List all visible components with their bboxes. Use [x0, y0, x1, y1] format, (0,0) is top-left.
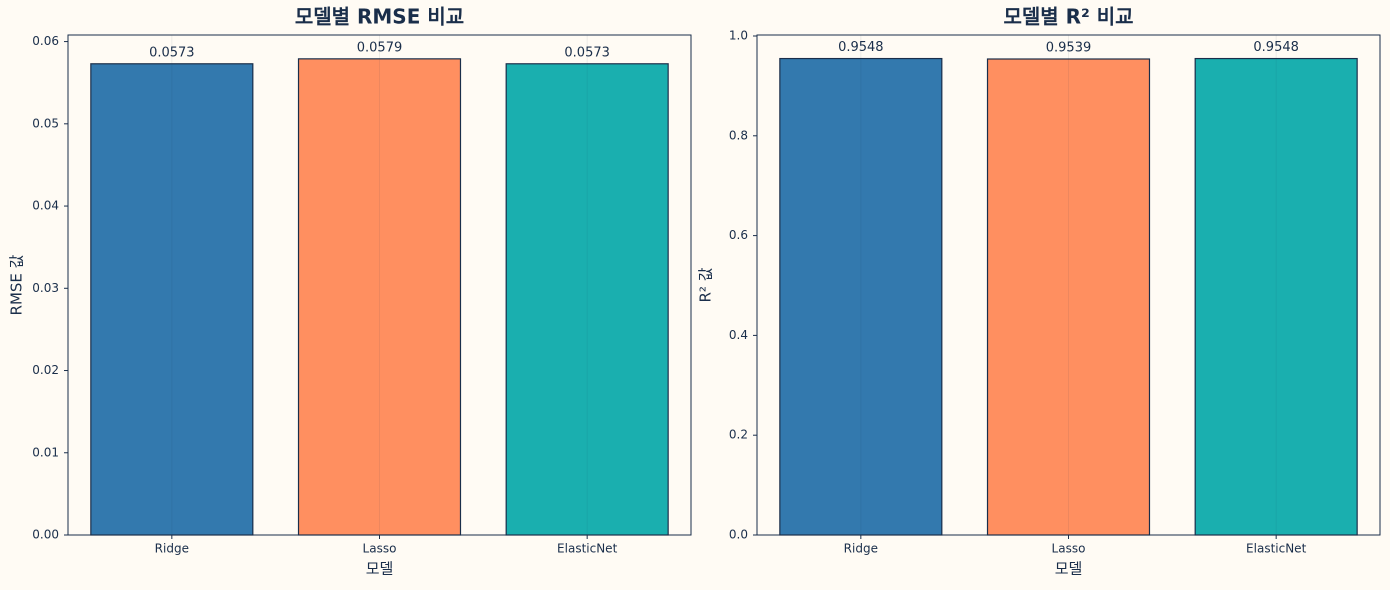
- y-tick-label: 0.02: [32, 363, 59, 377]
- y-tick-label: 0.04: [32, 199, 59, 213]
- chart-title: 모델별 RMSE 비교: [295, 5, 464, 29]
- y-axis-label: R² 값: [697, 267, 715, 302]
- x-tick-label: ElasticNet: [557, 542, 618, 556]
- y-tick-label: 0.03: [32, 281, 59, 295]
- bar: [1194, 57, 1358, 536]
- x-axis-label: 모델: [1055, 560, 1083, 578]
- bar: [779, 57, 943, 536]
- y-tick-label: 1.0: [729, 28, 748, 42]
- y-tick-label: 0.00: [32, 528, 59, 542]
- value-label: 0.9548: [838, 40, 884, 55]
- value-label: 0.0573: [564, 45, 610, 60]
- bar: [986, 58, 1151, 536]
- y-tick-label: 0.01: [32, 445, 59, 459]
- value-label: 0.9548: [1253, 40, 1299, 55]
- y-tick-label: 0.2: [729, 428, 748, 442]
- chart-title: 모델별 R² 비교: [1003, 5, 1133, 29]
- x-tick-label: Ridge: [155, 542, 189, 556]
- y-axis-label: RMSE 값: [8, 254, 26, 315]
- x-tick-label: Ridge: [844, 542, 878, 556]
- plot-frame: [67, 34, 692, 536]
- value-label: 0.0573: [149, 45, 195, 60]
- x-tick-label: Lasso: [1052, 542, 1086, 556]
- x-tick-label: ElasticNet: [1246, 542, 1307, 556]
- y-tick-label: 0.0: [729, 528, 748, 542]
- y-tick-label: 0.06: [32, 34, 59, 48]
- y-tick-label: 0.6: [729, 228, 748, 242]
- y-tick-label: 0.05: [32, 116, 59, 130]
- value-label: 0.0579: [357, 40, 403, 55]
- bar: [505, 63, 669, 536]
- x-tick-label: Lasso: [363, 542, 397, 556]
- plot-frame: [756, 34, 1381, 536]
- x-axis-label: 모델: [366, 560, 394, 578]
- bar: [297, 58, 462, 536]
- value-label: 0.9539: [1046, 41, 1092, 56]
- y-tick-label: 0.8: [729, 128, 748, 142]
- y-tick-label: 0.4: [729, 328, 748, 342]
